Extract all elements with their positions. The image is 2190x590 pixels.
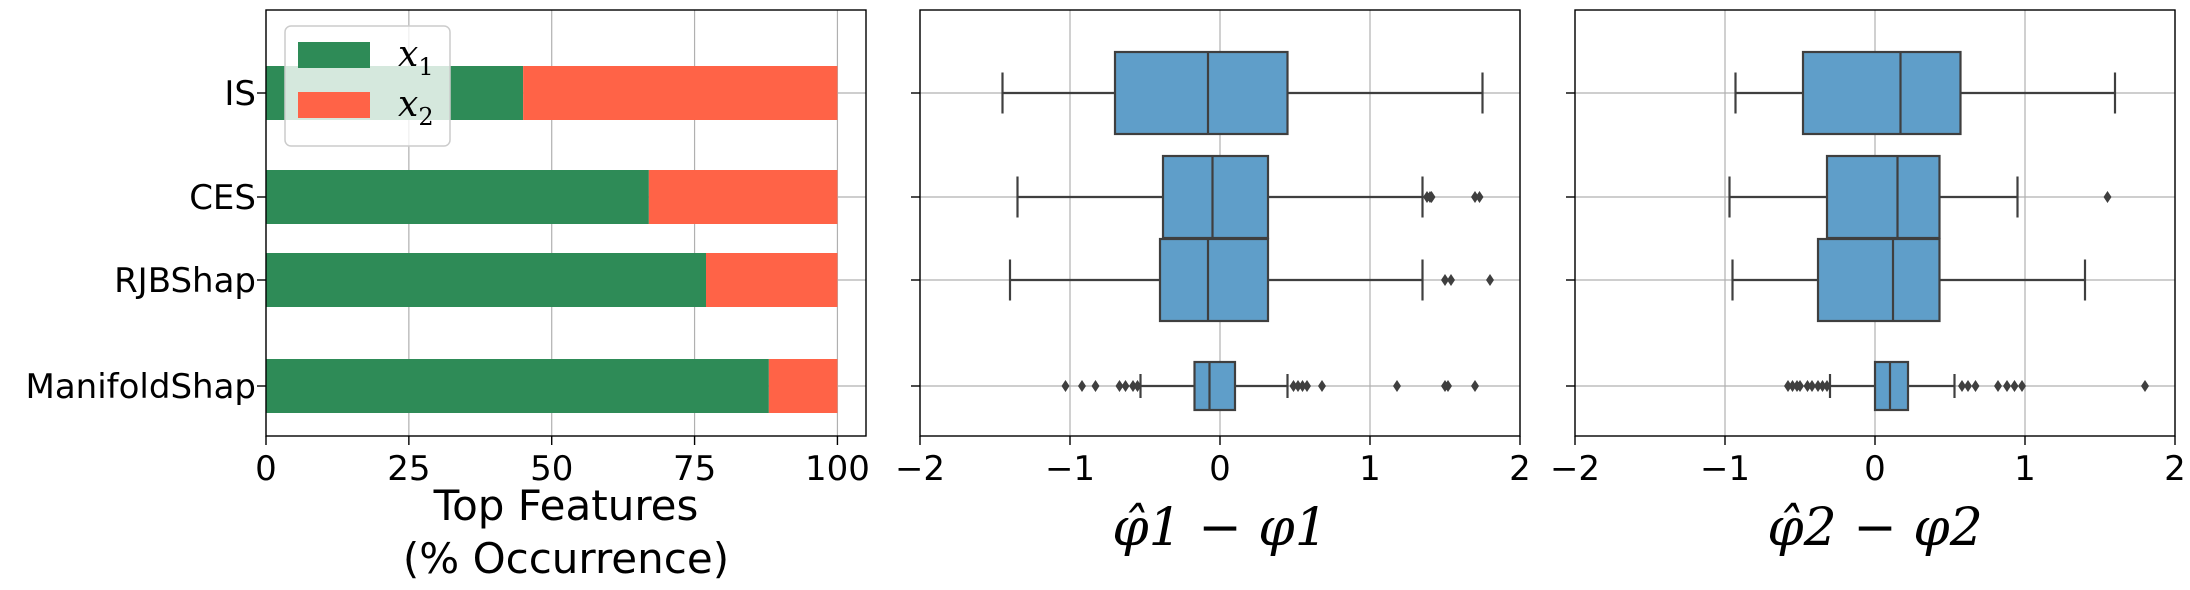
- outlier-point: [2141, 380, 2149, 392]
- outlier-point: [1958, 380, 1966, 392]
- bar-x1-manifoldshap: [266, 359, 769, 413]
- outlier-point: [1818, 380, 1827, 392]
- bar-x2-manifoldshap: [768, 359, 838, 413]
- x-tick-label: 1: [1359, 449, 1381, 489]
- outlier-point: [1471, 191, 1479, 203]
- category-label: IS: [224, 74, 256, 114]
- outlier-point: [1298, 380, 1307, 392]
- x-tick-label: 25: [387, 449, 430, 489]
- x-tick-label: 2: [2164, 449, 2186, 489]
- outlier-point: [1091, 380, 1100, 392]
- x-axis-label-line2: (% Occurrence): [403, 534, 729, 583]
- x-tick-label: −2: [895, 449, 945, 489]
- box-plot-panel-phi1: −2 −1 0 1 2 φ̂1 − φ1: [895, 9, 1531, 558]
- outlier-point: [1803, 380, 1812, 392]
- outlier-point: [1444, 380, 1452, 392]
- outlier-point: [1115, 380, 1124, 392]
- outlier-point: [2103, 191, 2112, 203]
- outlier-point: [1796, 380, 1804, 392]
- x-tick-label: 75: [673, 449, 716, 489]
- outlier-point: [1121, 380, 1130, 392]
- bar-x1-ces: [266, 170, 649, 224]
- outlier-point: [1486, 274, 1494, 286]
- x-tick-label: −1: [1045, 449, 1095, 489]
- outlier-point: [2003, 380, 2011, 392]
- outlier-point: [1475, 191, 1484, 203]
- x-tick-label: −2: [1550, 449, 1600, 489]
- outlier-point: [1788, 380, 1797, 392]
- bar-x2-ces: [648, 170, 838, 224]
- outlier-point: [1427, 191, 1436, 203]
- x-tick-label: 0: [255, 449, 277, 489]
- outlier-point: [1471, 380, 1479, 392]
- box-rjbshap: [1816, 237, 1941, 323]
- x-tick-label: 100: [805, 449, 870, 489]
- box-manifoldshap: [1873, 360, 1910, 412]
- x-tick-label: 2: [1509, 449, 1531, 489]
- outlier-point: [1784, 380, 1792, 392]
- x-axis-label: φ̂1 − φ1: [1112, 498, 1328, 558]
- x-tick-label: 1: [2014, 449, 2036, 489]
- category-label: ManifoldShap: [25, 367, 256, 407]
- outlier-point: [1814, 380, 1822, 392]
- x-axis-label: Top Features: [433, 481, 699, 530]
- outlier-point: [1078, 380, 1086, 392]
- x-tick-label: 0: [1209, 449, 1231, 489]
- x-tick-label: −1: [1700, 449, 1750, 489]
- outlier-point: [1133, 380, 1142, 392]
- outlier-point: [1447, 274, 1455, 286]
- box-rjbshap: [1158, 237, 1270, 323]
- bar-x2-rjbshap: [706, 253, 838, 307]
- outlier-point: [1441, 274, 1449, 286]
- box-is: [1801, 50, 1962, 136]
- box-manifoldshap: [1193, 360, 1237, 412]
- bar-x1-rjbshap: [266, 253, 706, 307]
- box-plot-panel-phi2: −2 −1 0 1 2 φ̂2 − φ2: [1550, 9, 2186, 558]
- outlier-point: [1294, 380, 1302, 392]
- outlier-point: [1964, 380, 1972, 392]
- outlier-point: [1303, 380, 1311, 392]
- outlier-point: [2010, 380, 2019, 392]
- stacked-bar-panel: IS CES RJBShap ManifoldShap 0 25 50 75 100 Top Fe…: [25, 9, 870, 583]
- outlier-point: [1994, 380, 2002, 392]
- legend-swatch-x2: [298, 92, 370, 118]
- outlier-point: [1129, 380, 1137, 392]
- outlier-point: [1971, 380, 1980, 392]
- legend-swatch-x1: [298, 42, 370, 68]
- axes-frame: [265, 9, 867, 437]
- box-ces: [1161, 154, 1270, 240]
- x-tick-label: 50: [530, 449, 573, 489]
- outlier-point: [1808, 380, 1816, 392]
- category-label: RJBShap: [114, 261, 256, 301]
- outlier-point: [2018, 380, 2026, 392]
- outlier-point: [1393, 380, 1401, 392]
- outlier-point: [1289, 380, 1298, 392]
- outlier-point: [1061, 380, 1070, 392]
- x-axis-label: φ̂2 − φ2: [1767, 498, 1983, 558]
- category-label: CES: [189, 178, 256, 218]
- outlier-point: [1823, 380, 1831, 392]
- x-tick-label: 0: [1864, 449, 1886, 489]
- box-is: [1113, 50, 1289, 136]
- box-ces: [1825, 154, 1941, 240]
- outlier-point: [1318, 380, 1326, 392]
- bar-x2-is: [523, 66, 838, 120]
